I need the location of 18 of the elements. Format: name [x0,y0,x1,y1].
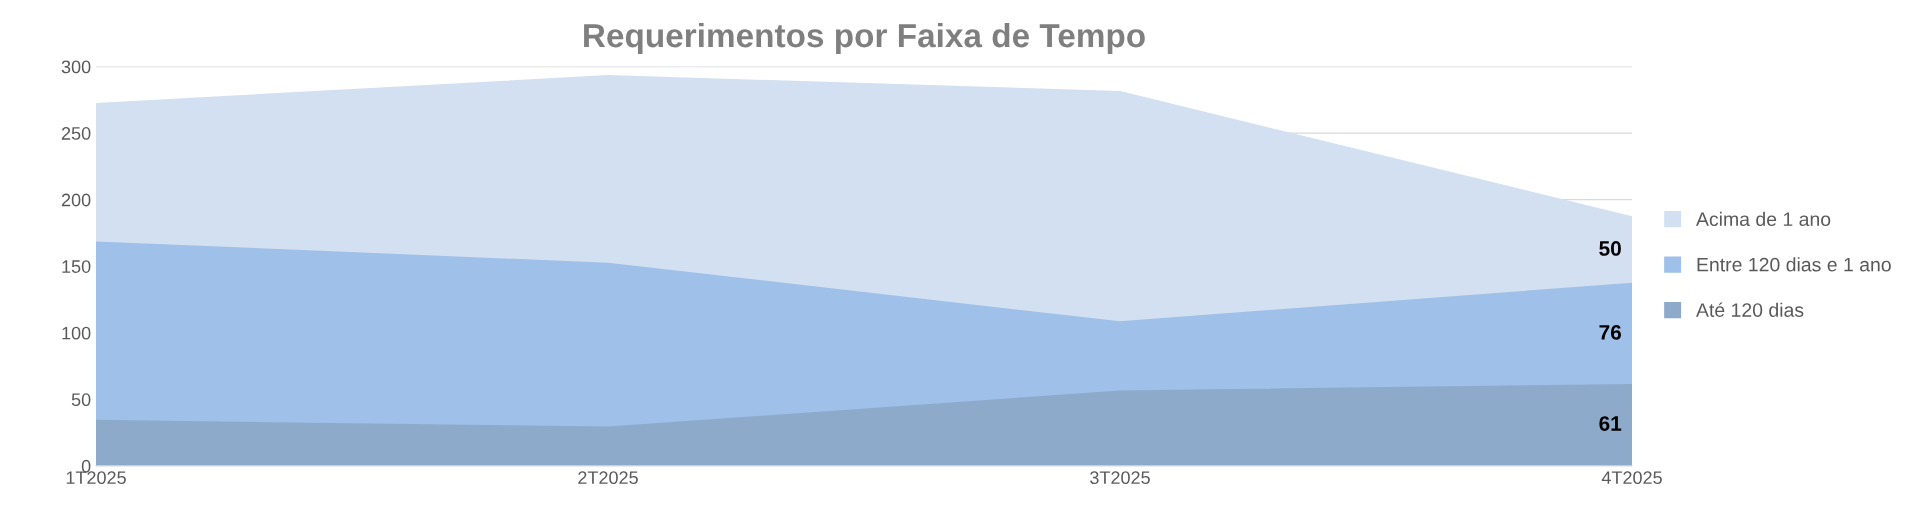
y-tick-label: 250 [61,127,91,140]
x-tick-label: 1T2025 [66,471,126,485]
data-label: 61 [1599,416,1622,431]
chart-title: Requerimentos por Faixa de Tempo [584,22,1145,55]
y-tick-label: 150 [62,260,91,273]
x-tick-label: 4T2025 [1601,471,1662,485]
x-tick-label: 2T2025 [578,471,638,485]
data-label: 50 [1599,241,1621,256]
y-tick-label: 200 [61,193,91,207]
y-tick-label: 0 [81,459,91,473]
y-tick-label: 100 [62,326,91,340]
y-tick-label: 50 [71,393,91,407]
x-tick-label: 3T2025 [1090,471,1150,485]
legend-label: Acima de 1 ano [1696,211,1831,227]
legend-label: Até 120 dias [1696,302,1804,317]
data-label: 76 [1599,324,1622,340]
legend-label: Entre 120 dias e 1 ano [1697,257,1891,272]
y-tick-label: 300 [61,60,91,74]
